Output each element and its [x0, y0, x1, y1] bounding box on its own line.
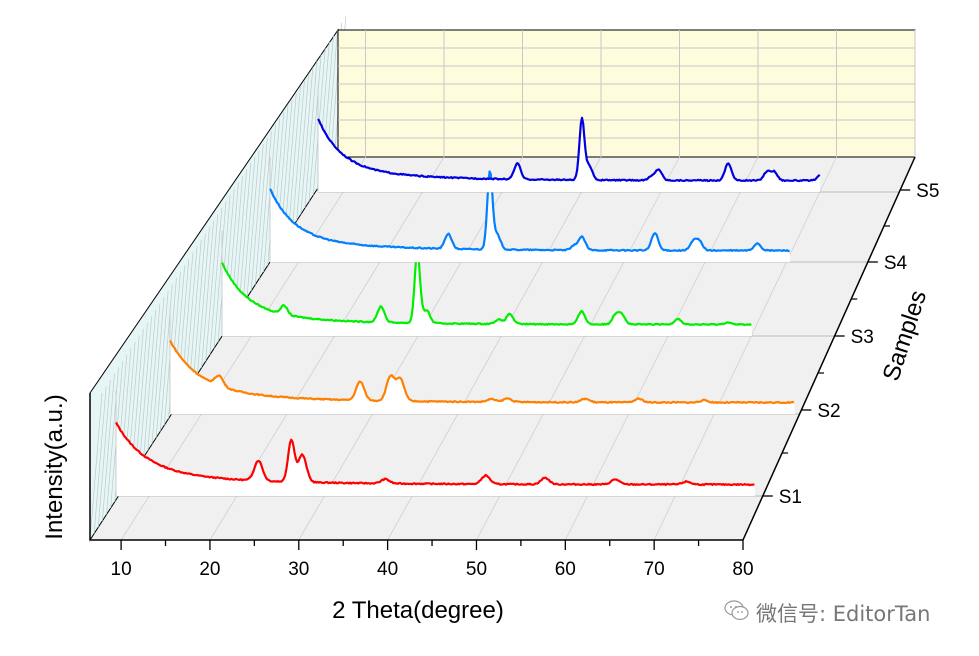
curve-S4 — [269, 170, 790, 253]
back-wall — [337, 29, 916, 158]
x-tick-label: 60 — [555, 559, 576, 580]
z-tick-label: S2 — [817, 401, 840, 422]
y-axis-title: Intensity(a.u.) — [41, 394, 68, 539]
series-layer — [115, 87, 900, 497]
watermark-text: 微信号: EditorTan — [756, 602, 931, 626]
z-axis-title: Samples — [878, 287, 933, 384]
chart-walls — [89, 16, 916, 542]
series-S3 — [221, 231, 835, 337]
z-tick-label: S4 — [884, 253, 908, 274]
curve-S3 — [221, 249, 752, 327]
curve-S2 — [169, 339, 795, 405]
z-tick-label: S1 — [779, 487, 802, 508]
x-tick-label: 10 — [111, 559, 132, 580]
z-tick-label: S3 — [851, 327, 874, 348]
wechat-icon — [724, 599, 750, 628]
x-tick-label: 70 — [644, 559, 665, 580]
x-axis-title: 2 Theta(degree) — [332, 597, 504, 624]
x-tick-label: 40 — [377, 559, 398, 580]
series-S4 — [269, 157, 868, 263]
x-tick-label: 30 — [288, 559, 309, 580]
z-axis — [742, 156, 916, 541]
z-tick-label: S5 — [916, 181, 939, 202]
curve-S5 — [317, 116, 821, 183]
x-tick-label: 80 — [732, 559, 753, 580]
x-tick-label: 50 — [466, 559, 487, 580]
series-S5 — [317, 87, 900, 193]
watermark: 微信号: EditorTan — [724, 598, 930, 628]
axes-layer: 10 20 30 40 50 60 70 80 S1 S2 S3 S4 S5 — [89, 156, 939, 580]
series-S1 — [115, 391, 763, 497]
curve-S1 — [115, 421, 755, 487]
x-tick-label: 20 — [199, 559, 220, 580]
series-S2 — [169, 309, 800, 415]
